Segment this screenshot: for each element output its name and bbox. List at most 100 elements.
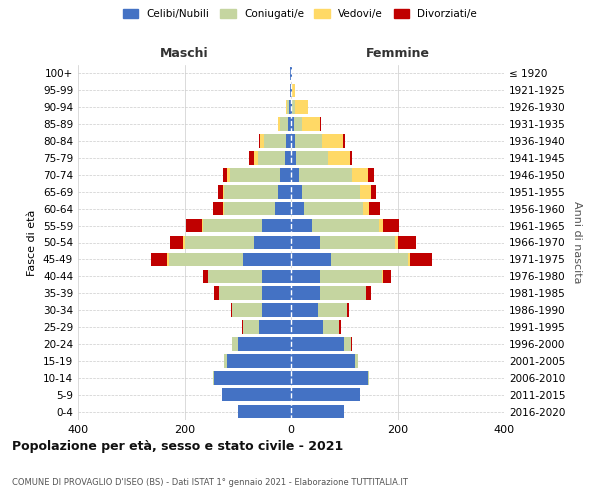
Bar xyxy=(232,337,238,350)
Bar xyxy=(289,100,291,114)
Bar xyxy=(395,236,398,250)
Bar xyxy=(250,151,254,164)
Bar xyxy=(219,286,262,300)
Bar xyxy=(291,185,302,198)
Text: Maschi: Maschi xyxy=(160,47,209,60)
Bar xyxy=(313,219,379,232)
Bar xyxy=(258,151,284,164)
Bar xyxy=(232,304,262,317)
Bar xyxy=(208,270,262,283)
Bar xyxy=(213,202,223,215)
Bar xyxy=(323,320,339,334)
Bar xyxy=(360,185,371,198)
Bar xyxy=(227,354,291,368)
Bar xyxy=(292,100,295,114)
Bar xyxy=(292,84,295,97)
Bar xyxy=(287,100,289,114)
Legend: Celibi/Nubili, Coniugati/e, Vedovi/e, Divorziati/e: Celibi/Nubili, Coniugati/e, Vedovi/e, Di… xyxy=(119,5,481,24)
Bar xyxy=(259,320,291,334)
Bar xyxy=(224,202,275,215)
Bar xyxy=(262,219,291,232)
Bar xyxy=(291,134,295,148)
Bar xyxy=(259,134,260,148)
Bar xyxy=(350,337,352,350)
Bar xyxy=(291,304,317,317)
Bar xyxy=(262,304,291,317)
Bar xyxy=(203,270,208,283)
Bar xyxy=(254,236,291,250)
Bar xyxy=(254,151,258,164)
Bar xyxy=(355,354,358,368)
Bar xyxy=(238,405,291,418)
Bar xyxy=(295,134,322,148)
Bar xyxy=(275,202,291,215)
Bar xyxy=(243,252,291,266)
Bar xyxy=(320,236,395,250)
Text: COMUNE DI PROVAGLIO D'ISEO (BS) - Dati ISTAT 1° gennaio 2021 - Elaborazione TUTT: COMUNE DI PROVAGLIO D'ISEO (BS) - Dati I… xyxy=(12,478,408,487)
Bar xyxy=(202,219,203,232)
Bar xyxy=(286,134,291,148)
Bar xyxy=(295,100,308,114)
Bar xyxy=(262,270,291,283)
Bar xyxy=(352,168,368,181)
Bar xyxy=(368,371,369,384)
Bar xyxy=(224,354,227,368)
Bar xyxy=(291,219,313,232)
Bar xyxy=(227,168,230,181)
Bar xyxy=(260,134,265,148)
Bar xyxy=(280,118,289,131)
Bar xyxy=(320,270,382,283)
Bar xyxy=(304,202,363,215)
Bar xyxy=(291,118,293,131)
Bar xyxy=(365,286,371,300)
Bar xyxy=(291,168,299,181)
Bar xyxy=(286,100,287,114)
Bar xyxy=(379,219,383,232)
Bar xyxy=(299,168,352,181)
Bar xyxy=(369,202,380,215)
Y-axis label: Fasce di età: Fasce di età xyxy=(28,210,37,276)
Bar xyxy=(408,252,410,266)
Bar xyxy=(291,354,355,368)
Bar xyxy=(363,202,369,215)
Bar xyxy=(320,286,365,300)
Bar xyxy=(278,185,291,198)
Bar xyxy=(167,252,169,266)
Bar xyxy=(410,252,431,266)
Bar xyxy=(371,185,376,198)
Bar xyxy=(291,236,320,250)
Bar xyxy=(185,236,254,250)
Bar xyxy=(214,286,219,300)
Bar xyxy=(289,118,291,131)
Bar xyxy=(331,252,408,266)
Bar xyxy=(291,84,292,97)
Text: Femmine: Femmine xyxy=(365,47,430,60)
Bar xyxy=(302,185,360,198)
Bar xyxy=(284,151,291,164)
Bar xyxy=(243,320,259,334)
Bar xyxy=(398,236,416,250)
Bar xyxy=(169,252,243,266)
Bar xyxy=(347,304,349,317)
Bar xyxy=(343,134,345,148)
Bar xyxy=(291,151,296,164)
Bar xyxy=(291,202,304,215)
Bar xyxy=(183,236,185,250)
Bar xyxy=(230,168,280,181)
Bar xyxy=(223,185,224,198)
Bar xyxy=(320,118,322,131)
Bar xyxy=(242,320,243,334)
Bar xyxy=(291,337,344,350)
Bar xyxy=(339,320,341,334)
Bar xyxy=(290,84,291,97)
Bar xyxy=(203,219,262,232)
Bar xyxy=(280,168,291,181)
Bar xyxy=(368,168,374,181)
Bar xyxy=(322,134,343,148)
Bar xyxy=(383,270,391,283)
Bar xyxy=(296,151,328,164)
Bar xyxy=(214,371,291,384)
Bar xyxy=(223,168,227,181)
Bar xyxy=(291,405,344,418)
Bar xyxy=(218,185,223,198)
